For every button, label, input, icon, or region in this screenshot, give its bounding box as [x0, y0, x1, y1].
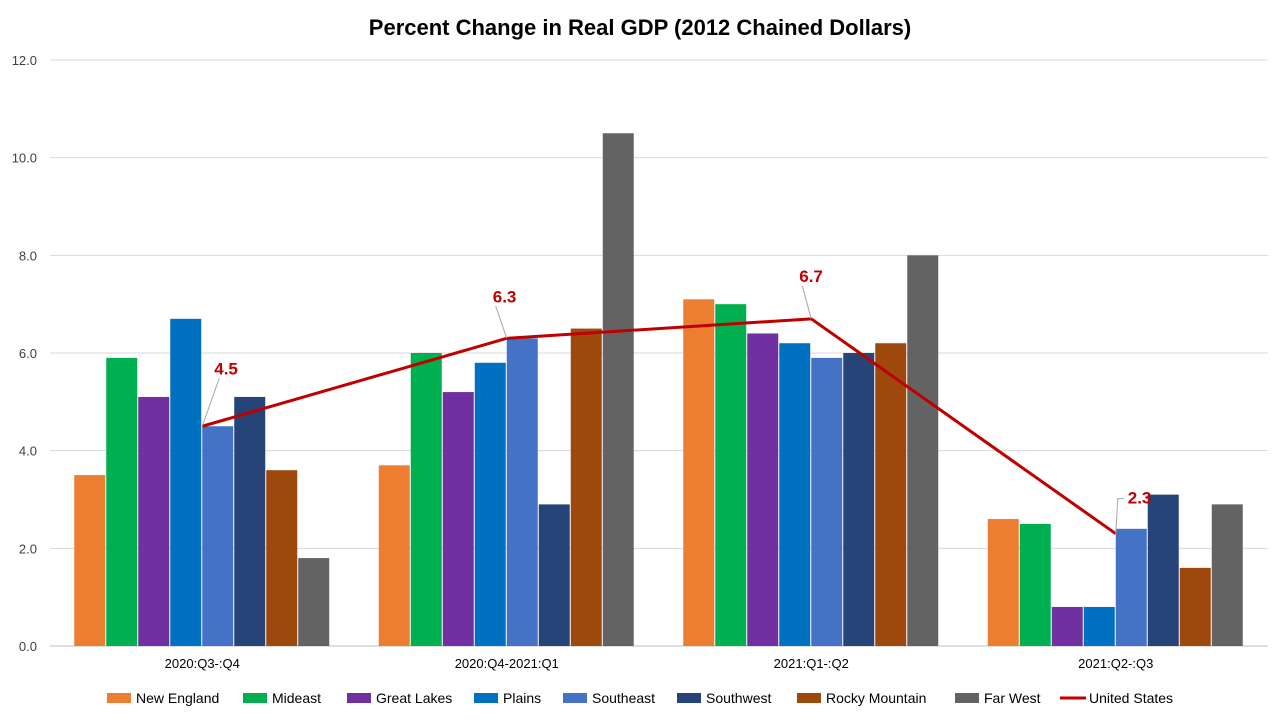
y-axis-ticks: 0.0 2.0 4.0 6.0 8.0 10.0 12.0 — [12, 53, 37, 654]
legend: New England Mideast Great Lakes Plains South… — [107, 690, 1173, 706]
legend-swatch — [243, 693, 267, 703]
x-category-label: 2021:Q2-:Q3 — [1078, 656, 1153, 671]
bar-rocky-mountain — [570, 328, 602, 646]
leader-line — [495, 306, 508, 339]
legend-label: Rocky Mountain — [826, 690, 926, 706]
bar-far-west — [907, 255, 939, 647]
leader-line — [1115, 498, 1124, 534]
bar-southwest — [843, 353, 875, 646]
us-data-label: 6.3 — [493, 287, 517, 306]
bar-rocky-mountain — [875, 343, 907, 646]
leader-line — [801, 285, 812, 319]
bar-great-lakes — [442, 392, 474, 646]
legend-label: United States — [1089, 690, 1173, 706]
bar-great-lakes — [747, 333, 779, 646]
bar-southwest — [538, 504, 570, 646]
legend-label: New England — [136, 690, 219, 706]
bar-southeast — [1115, 528, 1147, 646]
legend-label: Mideast — [272, 690, 321, 706]
bar-new-england — [683, 299, 715, 646]
bar-mideast — [1019, 523, 1051, 646]
bar-southeast — [506, 338, 538, 646]
legend-swatch — [563, 693, 587, 703]
x-axis-categories: 2020:Q3-:Q4 2020:Q4-2021:Q1 2021:Q1-:Q2 202… — [165, 656, 1154, 671]
us-data-label: 6.7 — [799, 267, 823, 286]
y-tick-label: 10.0 — [12, 151, 37, 166]
bar-new-england — [74, 475, 106, 646]
x-category-label: 2020:Q3-:Q4 — [165, 656, 240, 671]
y-tick-label: 0.0 — [19, 639, 37, 654]
us-data-label: 2.3 — [1128, 489, 1152, 508]
bar-mideast — [715, 304, 747, 646]
y-tick-label: 2.0 — [19, 541, 37, 556]
legend-label: Southwest — [706, 690, 771, 706]
bar-great-lakes — [1051, 606, 1083, 646]
y-tick-label: 4.0 — [19, 444, 37, 459]
y-tick-label: 12.0 — [12, 53, 37, 68]
bar-far-west — [1211, 504, 1243, 646]
legend-swatch — [955, 693, 979, 703]
us-data-label: 4.5 — [214, 359, 238, 378]
y-tick-label: 6.0 — [19, 346, 37, 361]
bar-mideast — [410, 353, 442, 646]
bar-plains — [779, 343, 811, 646]
legend-swatch — [797, 693, 821, 703]
bar-rocky-mountain — [266, 470, 298, 646]
legend-swatch — [474, 693, 498, 703]
bar-plains — [1083, 606, 1115, 646]
us-line: 4.5 6.3 6.7 2.3 — [201, 267, 1152, 535]
legend-label: Great Lakes — [376, 690, 452, 706]
bar-far-west — [298, 558, 330, 646]
leader-line — [201, 378, 220, 427]
bar-mideast — [106, 357, 138, 646]
x-category-label: 2020:Q4-2021:Q1 — [455, 656, 559, 671]
bar-rocky-mountain — [1179, 567, 1211, 646]
legend-swatch — [347, 693, 371, 703]
bar-plains — [170, 318, 202, 646]
legend-label: Plains — [503, 690, 541, 706]
legend-label: Far West — [984, 690, 1041, 706]
bar-southwest — [234, 396, 266, 646]
bar-southeast — [202, 426, 234, 646]
bar-great-lakes — [138, 396, 170, 646]
chart-title: Percent Change in Real GDP (2012 Chained… — [369, 15, 911, 40]
legend-swatch — [107, 693, 131, 703]
bar-southeast — [811, 357, 843, 646]
x-category-label: 2021:Q1-:Q2 — [774, 656, 849, 671]
bar-southwest — [1147, 494, 1179, 646]
legend-label: Southeast — [592, 690, 655, 706]
legend-swatch — [677, 693, 701, 703]
y-tick-label: 8.0 — [19, 248, 37, 263]
us-line-path — [201, 317, 1117, 535]
bar-new-england — [987, 519, 1019, 646]
bars — [74, 133, 1243, 647]
bar-plains — [474, 362, 506, 646]
bar-far-west — [602, 133, 634, 646]
bar-new-england — [378, 465, 410, 646]
